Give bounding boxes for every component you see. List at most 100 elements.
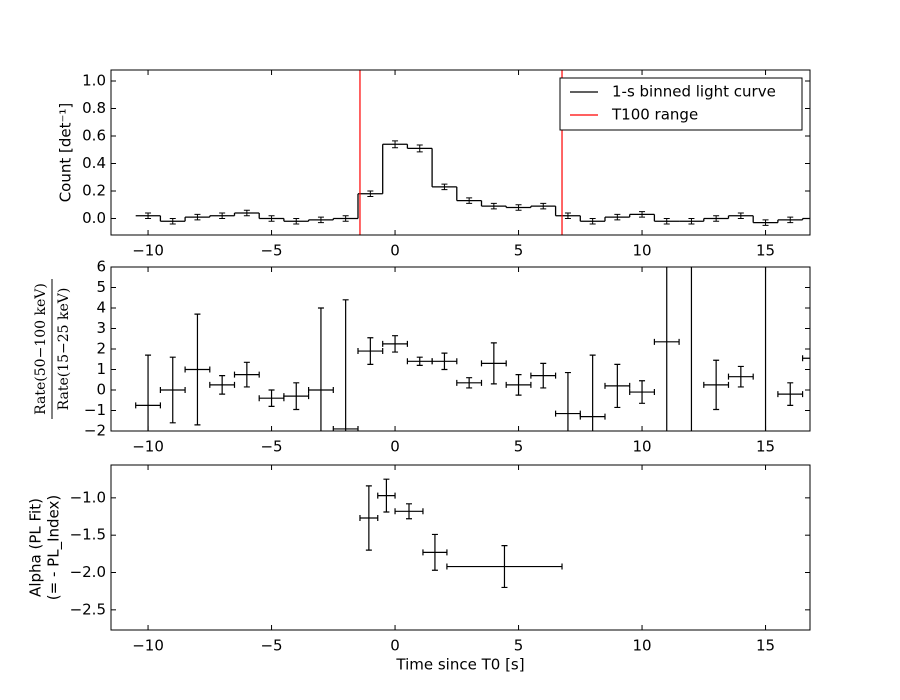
x-tick-label: 5 — [514, 438, 524, 456]
y-axis-label: Alpha (PL Fit) — [27, 498, 45, 597]
error-bar-x — [431, 358, 458, 365]
error-bar-x — [505, 381, 532, 388]
x-tick-label: 0 — [390, 637, 400, 655]
y-axis-label: (= - PL_Index) — [45, 495, 64, 600]
error-bar-x — [357, 348, 384, 355]
x-tick-label: 5 — [514, 242, 524, 260]
error-bar — [293, 218, 300, 225]
error-bar-x — [159, 387, 186, 393]
y-tick-label: 0.8 — [82, 99, 106, 117]
legend-label: T100 range — [611, 106, 698, 124]
x-tick-label: 0 — [390, 438, 400, 456]
y-axis-label: Rate(50−100 keV) Rate(15−25 keV) — [33, 279, 72, 419]
error-bar — [812, 216, 818, 222]
axes-frame — [110, 69, 811, 236]
x-tick-label: 15 — [756, 637, 775, 655]
x-tick-label: −10 — [132, 637, 164, 655]
error-bar-x — [377, 492, 396, 499]
y-tick-label: 4 — [96, 299, 106, 317]
error-bar — [688, 218, 695, 225]
x-tick-label: 10 — [632, 242, 651, 260]
error-bar-x — [703, 381, 730, 388]
legend-label: 1-s binned light curve — [612, 83, 776, 101]
error-bar — [367, 190, 374, 197]
x-tick-label: 5 — [514, 637, 524, 655]
error-bar — [342, 215, 349, 222]
error-bar-x — [777, 391, 804, 398]
error-bar-y — [690, 267, 693, 431]
x-tick-label: −5 — [260, 242, 282, 260]
plot-area — [135, 244, 818, 431]
error-bar-x — [579, 413, 606, 420]
error-bar-x — [679, 244, 704, 250]
error-bar — [639, 211, 646, 218]
error-bar — [515, 204, 522, 211]
y-label-denominator: Rate(15−25 keV) — [56, 288, 72, 411]
error-bar-x — [456, 379, 483, 386]
error-bar-x — [480, 360, 507, 367]
x-tick-label: 10 — [632, 637, 651, 655]
error-bar-x — [283, 393, 310, 400]
error-bar-x — [233, 371, 260, 378]
x-tick-label: −10 — [132, 242, 164, 260]
y-tick-label: 0.6 — [82, 127, 106, 145]
y-tick-label: 1 — [96, 360, 106, 378]
error-bar — [194, 213, 201, 221]
y-tick-label: −1 — [84, 401, 106, 419]
error-bar-x — [209, 381, 236, 388]
axes-frame — [110, 266, 811, 432]
x-tick-label: 10 — [632, 438, 651, 456]
axes-frame — [110, 464, 811, 631]
x-tick-label: −5 — [260, 438, 282, 456]
error-bar — [564, 212, 571, 219]
error-bar — [219, 212, 226, 219]
error-bar-y — [812, 352, 818, 364]
error-bar-x — [530, 372, 557, 379]
error-bar-x — [653, 338, 680, 345]
error-bar — [268, 215, 275, 222]
error-bar — [317, 216, 324, 224]
error-bar-x — [359, 515, 379, 522]
y-tick-label: 0.4 — [82, 154, 106, 172]
error-bar-x — [446, 563, 563, 570]
y-tick-label: 5 — [96, 278, 106, 296]
error-bar — [466, 197, 473, 204]
error-bar-x — [727, 373, 754, 380]
y-tick-label: 6 — [96, 258, 106, 276]
error-bar-y — [764, 267, 767, 431]
error-bar — [737, 212, 744, 219]
y-tick-label: 1.0 — [82, 72, 106, 90]
plot-area — [359, 478, 563, 589]
error-bar-x — [135, 402, 161, 409]
error-bar — [441, 183, 448, 191]
error-bar — [392, 140, 399, 149]
y-tick-label: 3 — [96, 319, 106, 337]
x-tick-label: −10 — [132, 438, 164, 456]
error-bar-x — [394, 508, 424, 515]
error-bar — [589, 218, 596, 225]
error-bar — [663, 218, 670, 225]
y-tick-label: 2 — [96, 340, 106, 358]
y-axis-label: Count [det⁻¹] — [57, 103, 75, 203]
error-bar — [243, 209, 250, 217]
error-bar-x — [629, 389, 655, 396]
error-bar-x — [604, 382, 631, 389]
error-bar — [762, 219, 769, 226]
y-tick-label: 0 — [96, 381, 106, 399]
x-tick-label: −5 — [260, 637, 282, 655]
error-bar-x — [801, 355, 810, 362]
plot-area — [135, 70, 818, 235]
y-label-numerator: Rate(50−100 keV) — [33, 283, 49, 415]
y-tick-label: −1.5 — [70, 526, 106, 544]
x-tick-label: 15 — [756, 438, 775, 456]
x-tick-label: 0 — [390, 242, 400, 260]
y-tick-label: 0.2 — [82, 182, 106, 200]
error-bar-x — [422, 549, 448, 556]
error-bar — [713, 215, 720, 222]
error-bar — [787, 216, 794, 224]
error-bar — [169, 218, 176, 225]
y-tick-label: −2.5 — [70, 600, 106, 618]
error-bar-x — [307, 387, 334, 393]
error-bar-x — [184, 366, 211, 373]
